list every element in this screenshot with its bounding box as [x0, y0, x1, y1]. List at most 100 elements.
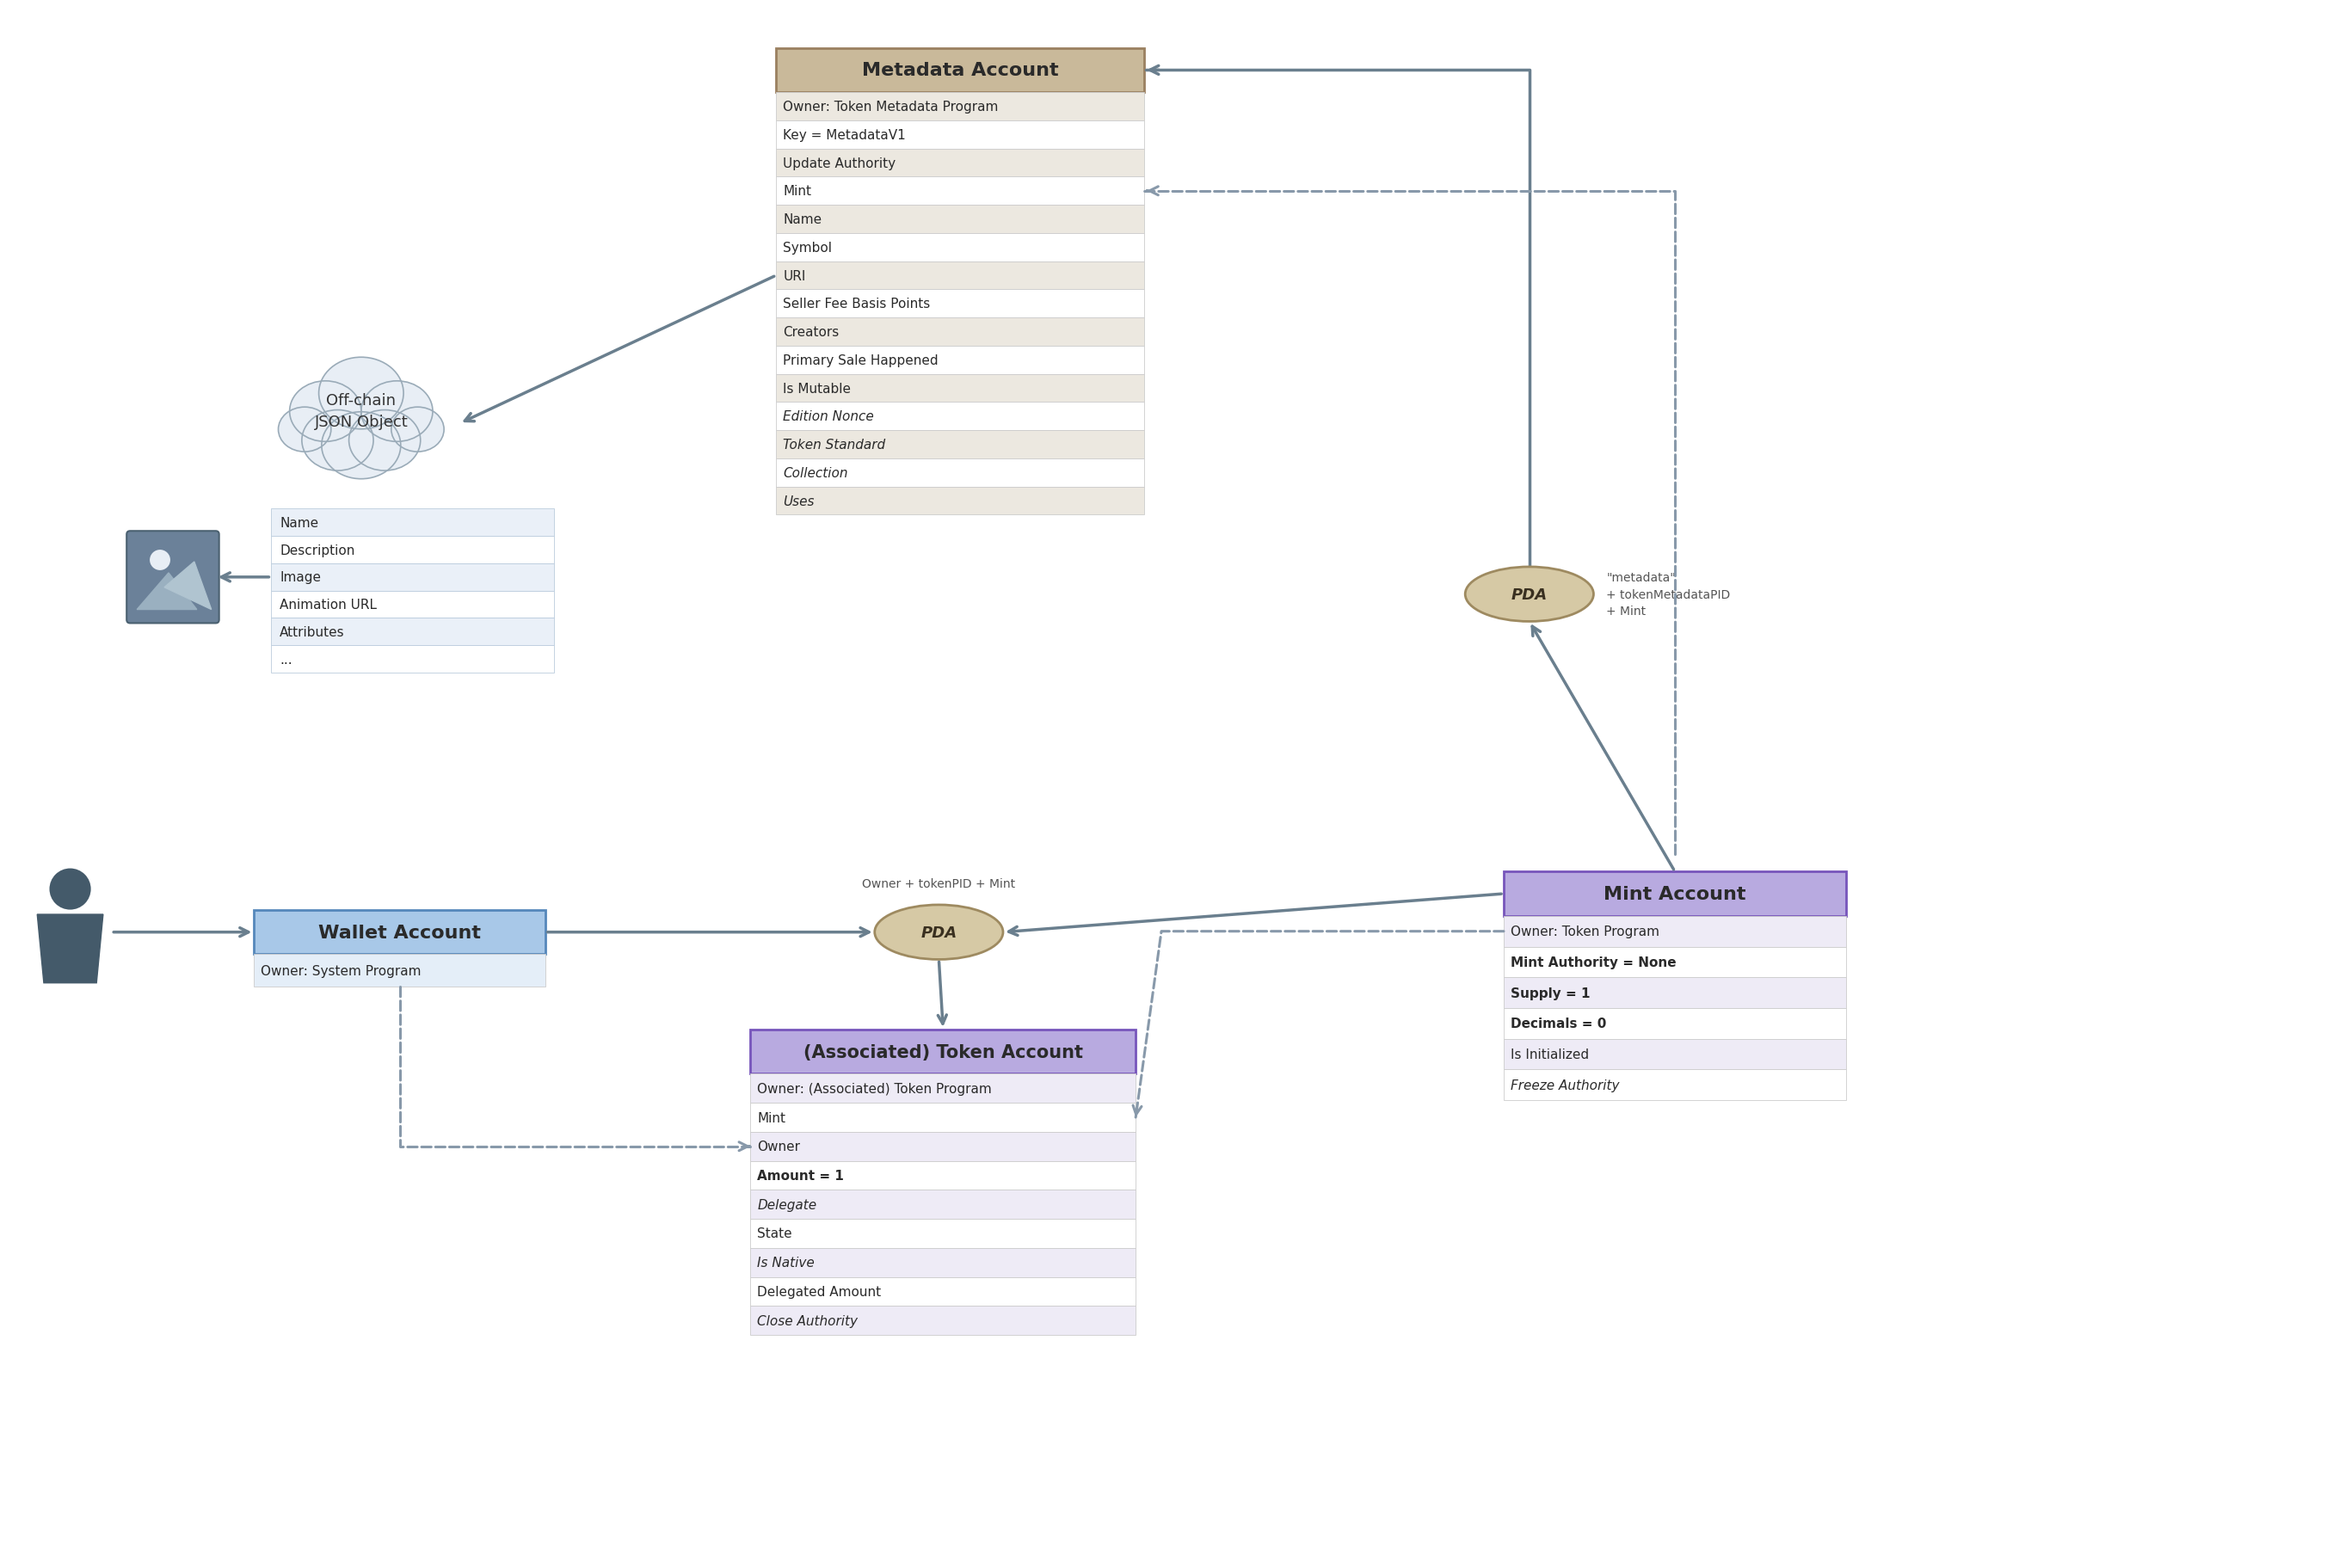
Ellipse shape	[350, 411, 420, 470]
FancyBboxPatch shape	[777, 375, 1143, 403]
Text: Symbol: Symbol	[784, 241, 833, 254]
Text: Is Initialized: Is Initialized	[1509, 1047, 1589, 1062]
FancyBboxPatch shape	[751, 1074, 1136, 1102]
Text: Description: Description	[280, 544, 355, 557]
FancyBboxPatch shape	[126, 532, 219, 624]
Text: Owner: Token Metadata Program: Owner: Token Metadata Program	[784, 100, 999, 113]
Text: Owner: System Program: Owner: System Program	[261, 964, 422, 977]
FancyBboxPatch shape	[777, 177, 1143, 205]
Text: Creators: Creators	[784, 326, 840, 339]
Text: Is Mutable: Is Mutable	[784, 383, 852, 395]
Text: Owner: Owner	[758, 1140, 800, 1152]
FancyBboxPatch shape	[271, 536, 553, 564]
FancyBboxPatch shape	[751, 1030, 1136, 1074]
Text: Close Authority: Close Authority	[758, 1314, 859, 1327]
FancyBboxPatch shape	[751, 1102, 1136, 1132]
FancyBboxPatch shape	[751, 1132, 1136, 1160]
Text: PDA: PDA	[922, 925, 957, 941]
Text: Owner: (Associated) Token Program: Owner: (Associated) Token Program	[758, 1082, 992, 1094]
Text: Mint Authority = None: Mint Authority = None	[1509, 956, 1675, 969]
Text: Decimals = 0: Decimals = 0	[1509, 1018, 1607, 1030]
FancyBboxPatch shape	[751, 1276, 1136, 1306]
Text: Wallet Account: Wallet Account	[317, 924, 481, 941]
Text: Token Standard: Token Standard	[784, 439, 887, 452]
Text: (Associated) Token Account: (Associated) Token Account	[803, 1043, 1083, 1060]
FancyBboxPatch shape	[777, 459, 1143, 488]
FancyBboxPatch shape	[1505, 872, 1845, 916]
FancyBboxPatch shape	[777, 488, 1143, 516]
FancyBboxPatch shape	[1505, 1069, 1845, 1101]
Polygon shape	[37, 914, 103, 983]
Ellipse shape	[392, 408, 443, 452]
Text: Is Native: Is Native	[758, 1256, 814, 1269]
FancyBboxPatch shape	[777, 121, 1143, 149]
FancyBboxPatch shape	[1505, 1008, 1845, 1040]
FancyBboxPatch shape	[777, 431, 1143, 459]
FancyBboxPatch shape	[777, 93, 1143, 121]
FancyBboxPatch shape	[254, 955, 546, 986]
Text: Owner + tokenPID + Mint: Owner + tokenPID + Mint	[863, 878, 1015, 889]
Text: ...: ...	[280, 652, 292, 666]
FancyBboxPatch shape	[1505, 978, 1845, 1008]
FancyBboxPatch shape	[777, 290, 1143, 318]
Text: Edition Nonce: Edition Nonce	[784, 411, 875, 423]
FancyBboxPatch shape	[271, 591, 553, 618]
Text: Off-chain
JSON Object: Off-chain JSON Object	[315, 392, 408, 430]
Text: Mint: Mint	[758, 1112, 786, 1124]
Text: Amount = 1: Amount = 1	[758, 1170, 845, 1182]
FancyBboxPatch shape	[254, 911, 546, 955]
Text: Delegate: Delegate	[758, 1198, 817, 1210]
Text: Image: Image	[280, 571, 322, 583]
Text: Key = MetadataV1: Key = MetadataV1	[784, 129, 905, 141]
Text: URI: URI	[784, 270, 805, 282]
FancyBboxPatch shape	[271, 564, 553, 591]
Text: Animation URL: Animation URL	[280, 599, 378, 612]
Ellipse shape	[301, 411, 373, 470]
FancyBboxPatch shape	[271, 618, 553, 646]
Text: Supply = 1: Supply = 1	[1509, 986, 1591, 999]
Ellipse shape	[278, 408, 331, 452]
Text: Freeze Authority: Freeze Authority	[1509, 1079, 1619, 1091]
Text: PDA: PDA	[1512, 586, 1547, 602]
Ellipse shape	[322, 412, 401, 480]
FancyBboxPatch shape	[777, 205, 1143, 234]
FancyBboxPatch shape	[751, 1160, 1136, 1190]
Polygon shape	[163, 563, 212, 610]
Text: Uses: Uses	[784, 495, 814, 508]
Ellipse shape	[1465, 568, 1593, 622]
FancyBboxPatch shape	[777, 318, 1143, 347]
FancyBboxPatch shape	[777, 49, 1143, 93]
FancyBboxPatch shape	[751, 1190, 1136, 1218]
Text: Update Authority: Update Authority	[784, 157, 896, 169]
FancyBboxPatch shape	[271, 646, 553, 673]
Polygon shape	[138, 574, 196, 610]
Text: Metadata Account: Metadata Account	[861, 63, 1059, 80]
Ellipse shape	[362, 381, 432, 442]
FancyBboxPatch shape	[777, 262, 1143, 290]
Text: Name: Name	[784, 213, 821, 226]
FancyBboxPatch shape	[777, 234, 1143, 262]
FancyBboxPatch shape	[1505, 947, 1845, 978]
FancyBboxPatch shape	[777, 347, 1143, 375]
Text: Delegated Amount: Delegated Amount	[758, 1286, 882, 1298]
Text: Mint Account: Mint Account	[1603, 886, 1745, 903]
Text: Mint: Mint	[784, 185, 812, 198]
Ellipse shape	[875, 905, 1003, 960]
FancyBboxPatch shape	[1505, 1040, 1845, 1069]
Text: Attributes: Attributes	[280, 626, 345, 638]
FancyBboxPatch shape	[751, 1248, 1136, 1276]
Text: Primary Sale Happened: Primary Sale Happened	[784, 354, 938, 367]
FancyBboxPatch shape	[751, 1218, 1136, 1248]
Text: Seller Fee Basis Points: Seller Fee Basis Points	[784, 298, 931, 310]
Ellipse shape	[320, 358, 404, 430]
Circle shape	[149, 550, 170, 571]
FancyBboxPatch shape	[1505, 916, 1845, 947]
Ellipse shape	[289, 381, 362, 442]
Text: Name: Name	[280, 516, 320, 530]
Circle shape	[49, 869, 91, 909]
FancyBboxPatch shape	[751, 1306, 1136, 1334]
FancyBboxPatch shape	[777, 403, 1143, 431]
Text: "metadata"
+ tokenMetadataPID
+ Mint: "metadata" + tokenMetadataPID + Mint	[1607, 572, 1731, 618]
Text: Owner: Token Program: Owner: Token Program	[1509, 925, 1659, 938]
Text: Collection: Collection	[784, 467, 847, 480]
